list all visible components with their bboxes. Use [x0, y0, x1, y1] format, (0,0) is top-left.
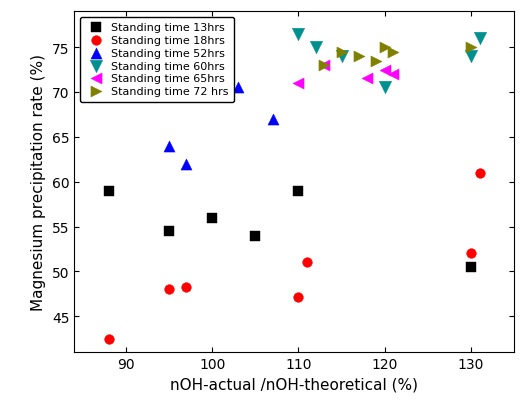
Standing time 65hrs	[381, 67, 389, 74]
Standing time 65hrs	[294, 81, 303, 87]
Standing time 60hrs	[294, 31, 303, 38]
Standing time 60hrs	[312, 45, 320, 51]
Standing time 18hrs	[165, 286, 173, 293]
Standing time 18hrs	[475, 170, 484, 177]
Standing time 18hrs	[294, 294, 303, 300]
Standing time 52hrs	[182, 161, 191, 168]
Standing time 60hrs	[467, 54, 475, 60]
Standing time 13hrs	[294, 188, 303, 194]
Standing time 72 hrs	[320, 63, 329, 69]
Standing time 13hrs	[165, 228, 173, 235]
Standing time 72 hrs	[467, 45, 475, 51]
Standing time 65hrs	[389, 72, 398, 78]
Standing time 60hrs	[475, 36, 484, 42]
X-axis label: nOH-actual /nOH-theoretical (%): nOH-actual /nOH-theoretical (%)	[170, 377, 418, 392]
Standing time 13hrs	[208, 215, 216, 221]
Standing time 18hrs	[104, 336, 113, 342]
Standing time 18hrs	[467, 251, 475, 257]
Standing time 13hrs	[104, 188, 113, 194]
Standing time 65hrs	[320, 63, 329, 69]
Standing time 52hrs	[268, 116, 277, 123]
Standing time 18hrs	[303, 260, 311, 266]
Standing time 60hrs	[199, 58, 208, 65]
Legend: Standing time 13hrs, Standing time 18hrs, Standing time 52hrs, Standing time 60h: Standing time 13hrs, Standing time 18hrs…	[80, 18, 234, 102]
Standing time 13hrs	[467, 264, 475, 271]
Y-axis label: Magnesium precipitation rate (%): Magnesium precipitation rate (%)	[31, 54, 46, 311]
Standing time 18hrs	[182, 284, 191, 290]
Standing time 72 hrs	[381, 45, 389, 51]
Standing time 65hrs	[363, 76, 372, 83]
Standing time 60hrs	[381, 85, 389, 92]
Standing time 72 hrs	[355, 54, 363, 60]
Standing time 72 hrs	[338, 49, 346, 55]
Standing time 13hrs	[251, 233, 260, 239]
Standing time 52hrs	[165, 143, 173, 150]
Standing time 52hrs	[234, 85, 242, 92]
Standing time 60hrs	[191, 63, 199, 69]
Standing time 72 hrs	[389, 49, 398, 55]
Standing time 72 hrs	[372, 58, 381, 65]
Standing time 60hrs	[338, 54, 346, 60]
